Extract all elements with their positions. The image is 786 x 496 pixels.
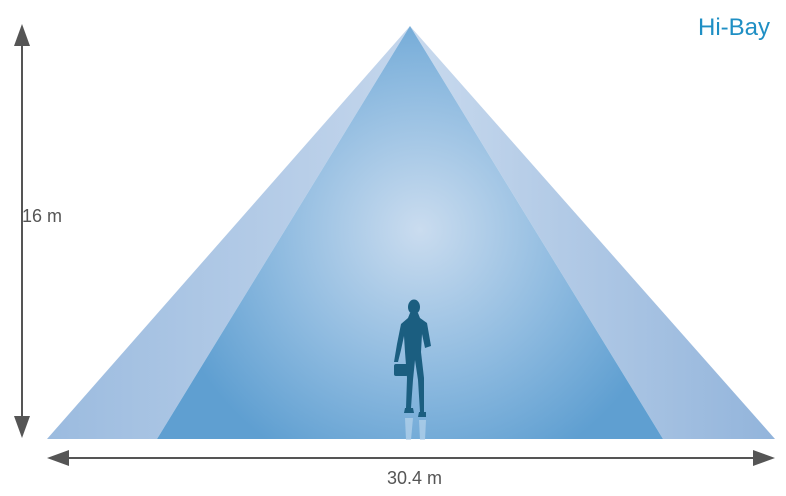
figure-reflection xyxy=(405,418,426,440)
diagram-title: Hi-Bay xyxy=(697,14,770,41)
outer-beam-right xyxy=(410,26,775,439)
outer-beam-left xyxy=(47,26,410,439)
businesswoman-silhouette-icon xyxy=(394,299,431,417)
height-label: 16 m xyxy=(22,206,63,226)
width-arrow xyxy=(47,450,775,466)
inner-beam xyxy=(157,26,663,439)
height-arrow xyxy=(14,24,30,438)
width-label: 30.4 m xyxy=(387,468,443,488)
